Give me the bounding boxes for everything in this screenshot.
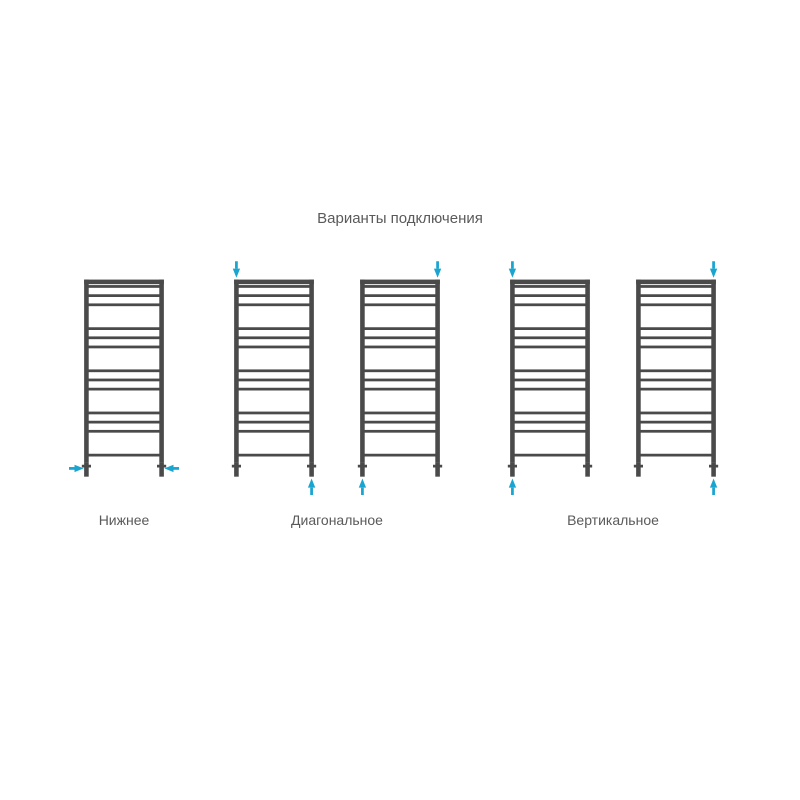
group-row xyxy=(69,250,179,490)
group-row xyxy=(219,250,455,490)
page-title: Варианты подключения xyxy=(0,210,800,227)
diagrams-row: Нижнее Диагональное Вертикальное xyxy=(0,250,800,528)
radiator-diagram xyxy=(621,250,731,490)
group-0: Нижнее xyxy=(69,250,179,528)
radiator-diagram xyxy=(495,250,605,490)
group-2: Вертикальное xyxy=(495,250,731,528)
group-1: Диагональное xyxy=(219,250,455,528)
radiator-diagram xyxy=(219,250,329,490)
group-row xyxy=(495,250,731,490)
radiator-diagram xyxy=(345,250,455,490)
radiator-diagram xyxy=(69,250,179,490)
